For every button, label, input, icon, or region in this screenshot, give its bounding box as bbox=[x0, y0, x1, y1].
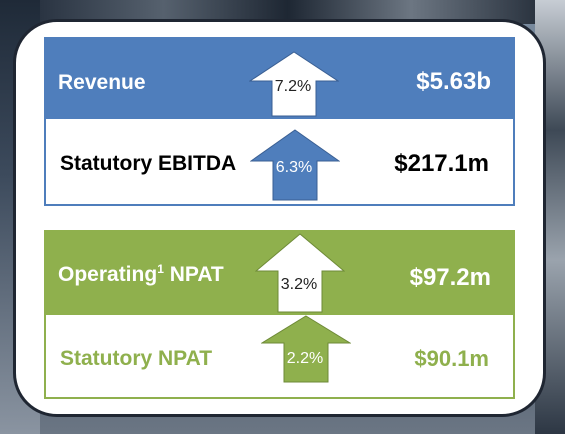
statutory-ebitda-change: 6.3% bbox=[275, 159, 313, 176]
operating-npat-value: $97.2m bbox=[409, 264, 491, 291]
up-arrow-icon bbox=[255, 233, 345, 313]
statutory-npat-label: Statutory NPAT bbox=[60, 347, 213, 370]
up-arrow-icon bbox=[250, 129, 340, 201]
up-arrow-icon bbox=[261, 315, 351, 383]
up-arrow-icon bbox=[249, 51, 339, 117]
revenue-value: $5.63b bbox=[416, 68, 491, 95]
statutory-ebitda-value: $217.1m bbox=[394, 150, 489, 177]
revenue-label: Revenue bbox=[58, 71, 146, 94]
statutory-npat-change: 2.2% bbox=[286, 350, 324, 367]
statutory-ebitda-label: Statutory EBITDA bbox=[60, 152, 237, 175]
operating-npat-label: Operating1 NPAT bbox=[58, 262, 224, 286]
revenue-row: Revenue 7.2% $5.63b bbox=[44, 37, 515, 119]
operating-npat-change: 3.2% bbox=[280, 276, 318, 293]
statutory-ebitda-row: Statutory EBITDA 6.3% $217.1m bbox=[44, 119, 515, 206]
statutory-npat-value: $90.1m bbox=[414, 346, 489, 371]
statutory-npat-row: Statutory NPAT 2.2% $90.1m bbox=[44, 315, 515, 399]
operating-npat-row: Operating1 NPAT 3.2% $97.2m bbox=[44, 230, 515, 315]
revenue-change: 7.2% bbox=[274, 78, 312, 95]
